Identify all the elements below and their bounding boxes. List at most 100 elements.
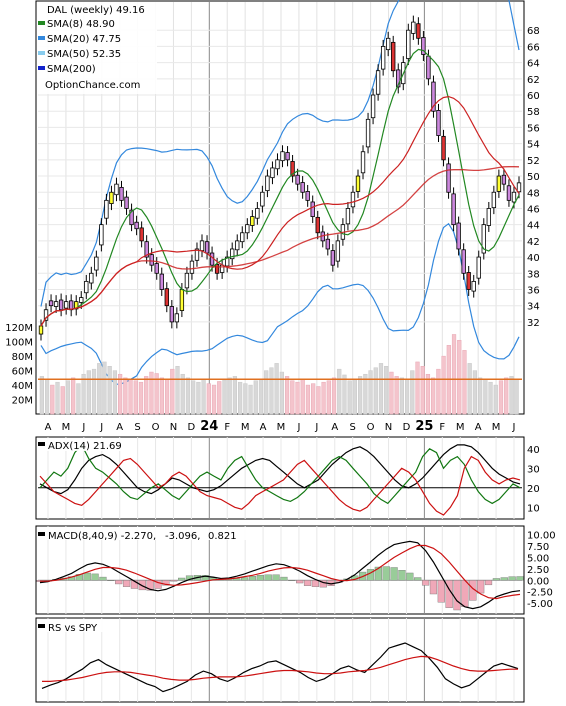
macd-histogram-bar bbox=[461, 580, 469, 607]
volume-bar bbox=[243, 383, 248, 415]
volume-bar bbox=[441, 355, 446, 415]
macd-series-line bbox=[39, 540, 521, 610]
volume-bar bbox=[201, 379, 206, 415]
candle-body bbox=[416, 23, 421, 39]
candle-body bbox=[270, 167, 275, 179]
candle-body bbox=[421, 37, 426, 55]
rs-legend: RS vs SPY bbox=[37, 619, 117, 634]
volume-bar bbox=[305, 384, 311, 415]
candle-body bbox=[124, 196, 129, 209]
macd-histogram-bar bbox=[122, 580, 131, 587]
candle-body bbox=[204, 241, 210, 254]
volume-bar bbox=[399, 377, 404, 415]
price-tick-label: 48 bbox=[527, 188, 540, 199]
volume-bar bbox=[50, 384, 55, 415]
candle-body bbox=[58, 299, 64, 311]
macd-histogram-bar bbox=[154, 580, 162, 589]
adx-tick-label: 30 bbox=[527, 464, 540, 475]
volume-bar bbox=[44, 379, 50, 415]
macd-histogram-bar bbox=[130, 580, 139, 589]
candle-body bbox=[516, 182, 522, 193]
volume-bar bbox=[368, 370, 373, 415]
volume-bar bbox=[378, 363, 384, 415]
volume-bar bbox=[514, 379, 519, 415]
volume-tick-label: 60M bbox=[12, 367, 33, 378]
volume-tick-label: 120M bbox=[5, 323, 33, 334]
volume-bar bbox=[269, 367, 274, 415]
volume-bar bbox=[123, 377, 128, 415]
chart-title: DAL (weekly) 49.16 bbox=[47, 5, 145, 16]
volume-bar bbox=[86, 370, 91, 415]
candle-body bbox=[214, 263, 220, 274]
volume-bar bbox=[39, 376, 44, 415]
macd-histogram-bar bbox=[453, 580, 461, 611]
macd-histogram-bar bbox=[256, 575, 264, 581]
volume-bar bbox=[81, 373, 86, 415]
candle-body bbox=[506, 185, 512, 201]
candle-body bbox=[310, 201, 315, 217]
candle-body bbox=[99, 224, 104, 246]
volume-bar bbox=[472, 370, 478, 415]
candle-body bbox=[139, 227, 144, 242]
adx-title: ADX(14) 21.69 bbox=[48, 441, 122, 452]
candle-body bbox=[119, 186, 124, 201]
candle-body bbox=[179, 289, 185, 311]
legend-swatch-sma50 bbox=[38, 51, 45, 55]
candle-body bbox=[426, 55, 431, 80]
volume-bar bbox=[159, 377, 164, 415]
candle-body bbox=[250, 216, 255, 226]
macd-lines bbox=[39, 540, 521, 610]
volume-bar bbox=[331, 377, 337, 415]
volume-bar bbox=[133, 380, 138, 415]
volume-bar bbox=[284, 376, 290, 415]
volume-bar bbox=[253, 380, 258, 415]
volume-bar bbox=[389, 371, 394, 415]
price-legend: DAL (weekly) 49.16 SMA(8) 48.90 SMA(20) … bbox=[37, 2, 157, 94]
volume-bar bbox=[504, 377, 509, 415]
x-tick-label: S bbox=[350, 422, 356, 433]
volume-bar bbox=[352, 379, 358, 415]
macd-histogram-bar bbox=[280, 576, 288, 581]
macd-histogram-bar bbox=[484, 580, 493, 586]
adx-lines bbox=[39, 443, 521, 516]
macd-histogram-bar bbox=[390, 567, 398, 581]
volume-bar bbox=[206, 383, 211, 415]
adx-tick-label: 10 bbox=[527, 503, 540, 514]
candle-body bbox=[235, 240, 240, 251]
x-tick-label: J bbox=[81, 422, 85, 433]
volume-bar bbox=[488, 381, 493, 415]
volume-bars bbox=[38, 334, 522, 415]
candle-body bbox=[370, 94, 376, 119]
legend-swatch-sma8 bbox=[38, 21, 45, 25]
candle-body bbox=[481, 224, 486, 254]
candle-body bbox=[43, 309, 49, 321]
candle-body bbox=[476, 256, 481, 279]
x-tick-label: F bbox=[439, 422, 445, 433]
candle-body bbox=[169, 306, 174, 323]
x-tick-label: A bbox=[260, 422, 267, 433]
price-tick-label: 50 bbox=[527, 172, 540, 183]
candle-body bbox=[194, 248, 200, 261]
price-tick-label: 68 bbox=[527, 26, 540, 37]
rs-series-line bbox=[42, 655, 518, 682]
candle-body bbox=[109, 191, 114, 204]
upper-band bbox=[40, 0, 520, 307]
x-tick-label: M bbox=[241, 422, 250, 433]
volume-bar bbox=[258, 379, 264, 415]
volume-bar bbox=[509, 376, 514, 415]
macd-histogram-bar bbox=[398, 570, 406, 581]
volume-bar bbox=[415, 361, 420, 415]
candle-body bbox=[365, 118, 371, 148]
candle-body bbox=[114, 183, 119, 196]
volume-bar bbox=[71, 377, 76, 415]
macd-histogram-bar bbox=[421, 580, 430, 586]
x-tick-label: A bbox=[116, 422, 123, 433]
x-tick-label: M bbox=[456, 422, 465, 433]
x-tick-label: M bbox=[492, 422, 501, 433]
price-tick-label: 40 bbox=[527, 253, 540, 264]
candle-body bbox=[451, 193, 456, 226]
volume-bar bbox=[248, 384, 253, 415]
candle-body bbox=[501, 174, 507, 185]
price-tick-label: 46 bbox=[527, 204, 540, 215]
rs-lines bbox=[41, 642, 519, 693]
